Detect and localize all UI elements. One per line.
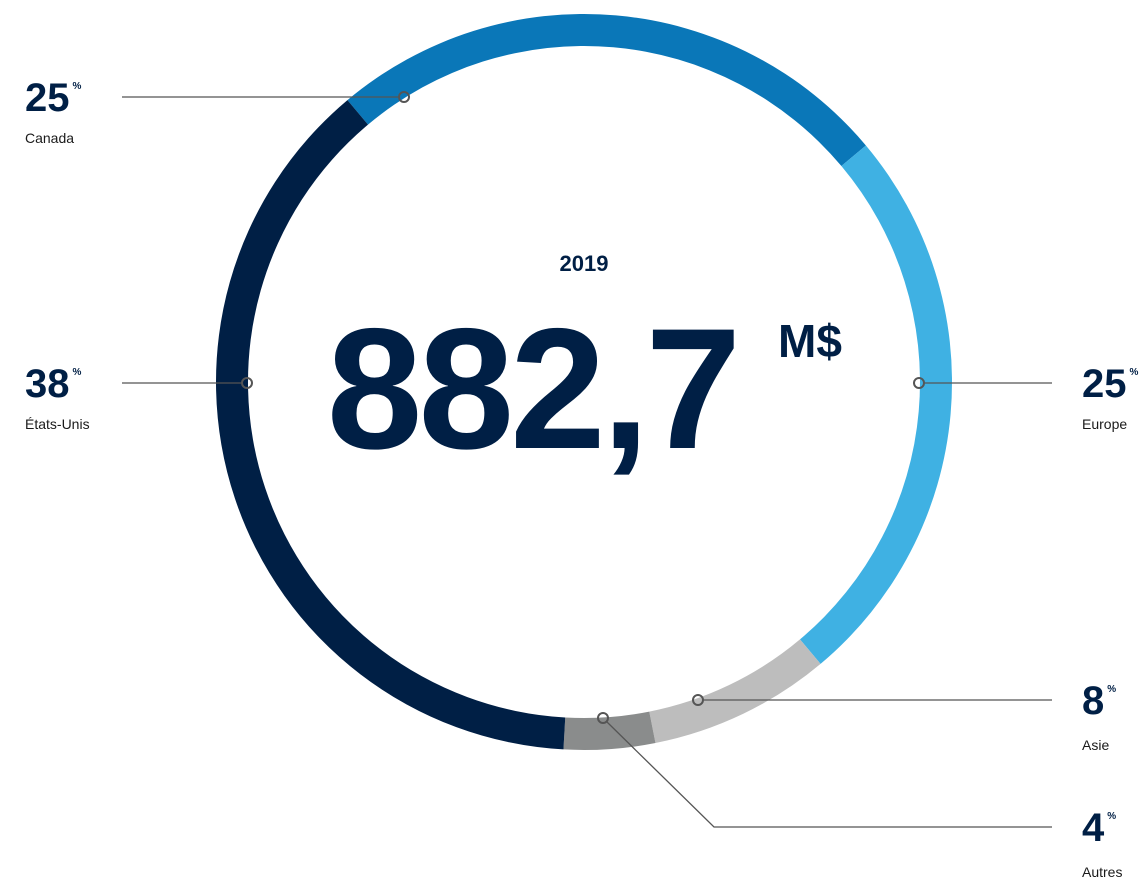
slice-unit: % <box>1130 367 1139 378</box>
donut-segment <box>799 145 952 664</box>
slice-unit: % <box>1107 811 1116 822</box>
slice-value: 4 <box>1082 806 1105 850</box>
total-unit: M$ <box>778 315 842 367</box>
donut-segment <box>347 13 866 167</box>
slice-unit: % <box>1107 684 1116 695</box>
leader-dot <box>398 91 410 103</box>
total-value: 882,7 <box>327 293 737 485</box>
leader-dot <box>913 377 925 389</box>
slice-label: Autres <box>1082 864 1122 880</box>
donut-segment <box>649 639 821 743</box>
slice-label: États-Unis <box>25 416 90 432</box>
leader-dot <box>692 694 704 706</box>
slice-label: Europe <box>1082 416 1127 432</box>
donut-segment <box>563 711 656 750</box>
slice-label: Canada <box>25 130 74 146</box>
slice-value: 25 <box>25 76 70 120</box>
leader-line <box>606 721 1052 828</box>
slice-label: Asie <box>1082 737 1109 753</box>
slice-value: 25 <box>1082 362 1127 406</box>
slice-unit: % <box>73 81 82 92</box>
donut-segment <box>216 100 566 750</box>
leader-dot <box>597 712 609 724</box>
slice-value: 8 <box>1082 679 1104 723</box>
slice-unit: % <box>73 367 82 378</box>
slice-value: 38 <box>25 362 70 406</box>
leader-dot <box>241 377 253 389</box>
year-label: 2019 <box>560 251 609 276</box>
